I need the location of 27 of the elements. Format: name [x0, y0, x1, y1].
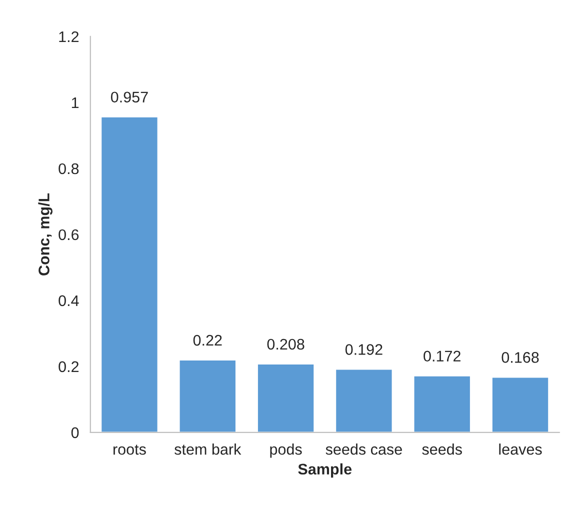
data-label: 0.208: [267, 338, 304, 350]
x-tick-label: pods: [270, 444, 302, 458]
data-label: 0.172: [424, 350, 460, 362]
y-tick-label: 0.2: [58, 361, 79, 372]
data-label: 0.957: [110, 92, 148, 103]
bar: [334, 368, 394, 432]
y-tick-label: 1.2: [59, 31, 79, 42]
y-tick-label: 0.4: [58, 295, 79, 306]
y-tick-label: 0: [71, 427, 79, 438]
x-tick-label: seeds: [422, 444, 462, 455]
x-tick-label: roots: [114, 444, 146, 455]
y-tick-label: 1: [72, 97, 79, 108]
y-tick-label: 0.8: [58, 163, 79, 174]
data-label: 0.192: [345, 344, 382, 355]
data-label: 0.168: [502, 352, 539, 363]
x-tick-label: stem bark: [174, 444, 242, 455]
data-label: 0.22: [193, 334, 222, 346]
bar: [178, 359, 237, 432]
bar: [100, 116, 159, 432]
y-tick-label: 0.6: [58, 229, 79, 240]
x-axis-title: Sample: [298, 463, 352, 478]
bar: [491, 376, 550, 432]
bar: [256, 363, 316, 432]
bar: [412, 374, 472, 432]
y-axis-title: Conc, mg/L: [38, 193, 52, 276]
x-tick-label: leaves: [499, 444, 542, 455]
x-tick-label: seeds case: [326, 444, 402, 455]
